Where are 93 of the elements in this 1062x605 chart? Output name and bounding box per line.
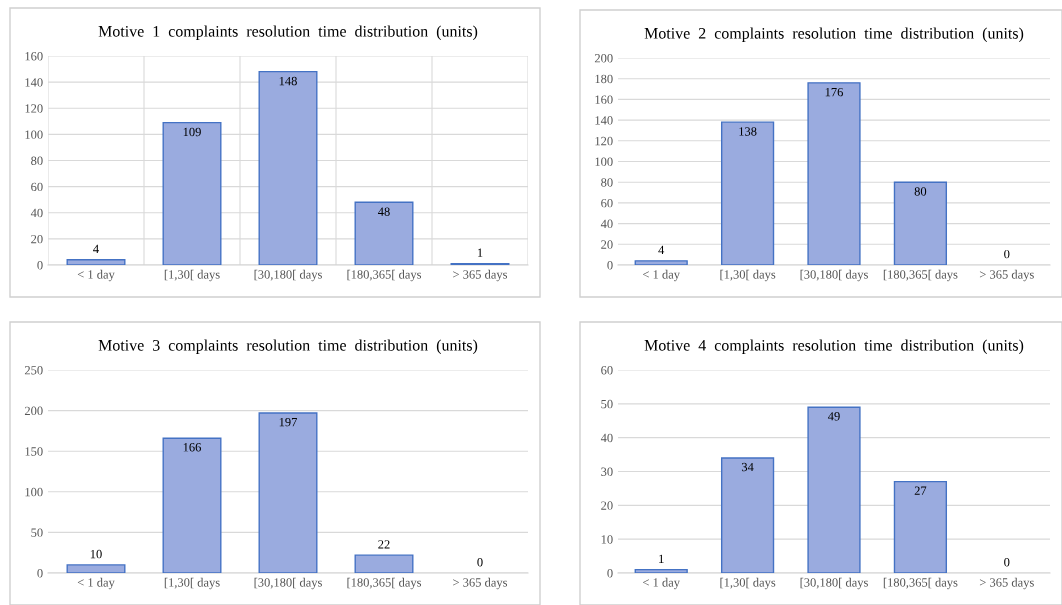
y-tick-label: 40: [600, 219, 613, 229]
y-tick-label: 10: [601, 535, 613, 544]
data-label: 34: [741, 462, 754, 472]
y-tick-label: 140: [25, 78, 43, 87]
y-tick-label: 40: [600, 433, 613, 443]
data-label: 1: [477, 248, 483, 257]
y-tick-label: 120: [25, 104, 43, 113]
y-tick-label: 80: [601, 178, 613, 187]
x-tick-label: [30,180[ days: [800, 269, 868, 282]
y-tick-label: 160: [595, 95, 613, 104]
y-tick-label: 40: [30, 208, 43, 218]
x-tick-label: > 365 days: [453, 577, 508, 590]
y-tick-label: 0: [37, 569, 43, 578]
x-tick-label: [180,365[ days: [883, 269, 958, 282]
data-label: 22: [378, 540, 390, 549]
y-tick-label: 60: [31, 182, 43, 192]
y-tick-label: 0: [607, 261, 613, 270]
y-tick-label: 20: [601, 240, 613, 249]
y-tick-label: 140: [595, 116, 613, 125]
data-label: 10: [90, 549, 102, 559]
bar: [893, 480, 948, 573]
bar: [807, 82, 861, 265]
x-tick-label: < 1 day: [77, 269, 115, 282]
bar: [66, 564, 126, 573]
y-tick-label: 20: [31, 234, 43, 244]
data-label: 4: [93, 244, 99, 253]
data-label: 80: [914, 187, 927, 196]
x-tick-label: [30,180[ days: [800, 577, 868, 590]
y-tick-label: 100: [595, 157, 613, 166]
x-tick-label: [30,180[ days: [254, 269, 322, 282]
bar: [807, 406, 861, 573]
bar: [162, 121, 222, 265]
data-label: 176: [825, 87, 843, 97]
x-tick-label: < 1 day: [77, 577, 115, 590]
chart-title: Motive 2 complaints resolution time distribution (units): [644, 27, 1024, 42]
y-tick-label: 100: [25, 130, 43, 139]
y-tick-label: 100: [25, 487, 43, 497]
data-label: 1: [659, 554, 664, 563]
data-label: 148: [279, 76, 297, 86]
chart-title: Motive 1 complaints resolution time distribution (units): [98, 25, 478, 40]
data-label: 197: [279, 417, 298, 427]
y-tick-label: 250: [24, 366, 43, 375]
data-label: 138: [739, 127, 757, 136]
chart-title: Motive 4 complaints resolution time distribution (units): [644, 339, 1024, 354]
x-tick-label: [1,30[ days: [164, 269, 220, 282]
bar: [258, 412, 318, 573]
bar: [720, 121, 775, 265]
x-tick-label: [180,365[ days: [883, 577, 958, 590]
x-tick-label: < 1 day: [643, 577, 680, 590]
data-label: 4: [658, 245, 665, 255]
y-tick-label: 20: [601, 501, 613, 510]
x-tick-label: [30,180[ days: [254, 577, 322, 590]
y-tick-label: 160: [25, 52, 43, 61]
y-tick-label: 180: [595, 74, 613, 84]
bar: [893, 181, 948, 265]
x-tick-label: [180,365[ days: [347, 269, 422, 282]
data-label: 109: [183, 127, 201, 137]
y-tick-label: 80: [31, 156, 43, 165]
data-label: 0: [477, 557, 483, 567]
bar: [720, 457, 775, 573]
bar: [66, 259, 126, 265]
x-tick-label: > 365 days: [979, 577, 1034, 590]
x-tick-label: < 1 day: [643, 269, 680, 282]
bar: [354, 201, 414, 265]
bar: [258, 70, 318, 265]
x-tick-label: [1,30[ days: [720, 269, 776, 282]
y-tick-label: 0: [37, 261, 43, 270]
data-label: 0: [1004, 557, 1010, 567]
data-label: 0: [1004, 249, 1010, 259]
data-label: 49: [827, 412, 840, 421]
y-tick-label: 150: [25, 447, 43, 456]
chart-title: Motive 3 complaints resolution time distribution (units): [98, 339, 478, 354]
y-tick-label: 60: [601, 366, 613, 375]
x-tick-label: > 365 days: [979, 269, 1034, 282]
x-tick-label: [180,365[ days: [347, 577, 422, 590]
y-tick-label: 50: [601, 399, 613, 409]
y-tick-label: 0: [607, 569, 613, 578]
y-tick-label: 200: [24, 406, 43, 416]
data-label: 48: [377, 207, 390, 216]
y-tick-label: 60: [601, 198, 613, 208]
bar: [162, 437, 222, 573]
x-tick-label: [1,30[ days: [720, 577, 776, 590]
bar: [634, 568, 688, 573]
data-label: 166: [183, 443, 201, 452]
bar: [354, 554, 414, 573]
y-tick-label: 30: [601, 467, 613, 476]
bar: [634, 260, 688, 265]
y-tick-label: 50: [31, 528, 43, 537]
x-tick-label: > 365 days: [453, 269, 508, 282]
y-tick-label: 120: [595, 136, 613, 146]
data-label: 27: [914, 486, 927, 495]
x-tick-label: [1,30[ days: [164, 577, 220, 590]
y-tick-label: 200: [594, 54, 613, 63]
